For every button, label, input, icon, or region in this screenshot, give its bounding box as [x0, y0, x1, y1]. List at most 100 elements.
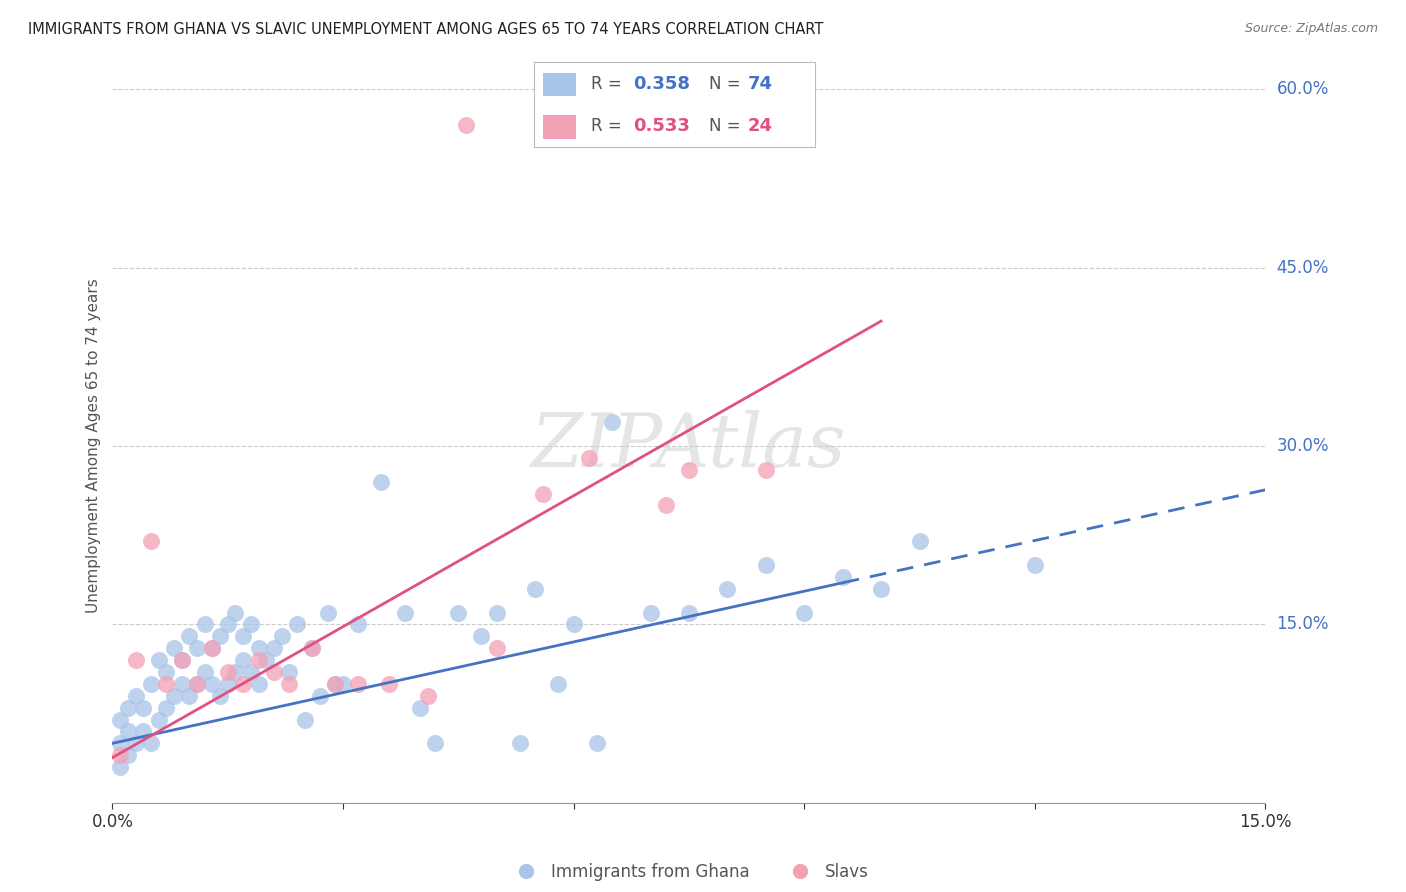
Point: [378, 677, 401, 691]
Point: [454, 118, 477, 132]
Text: 30.0%: 30.0%: [1277, 437, 1329, 455]
Point: [416, 689, 439, 703]
Point: [301, 641, 323, 656]
Text: IMMIGRANTS FROM GHANA VS SLAVIC UNEMPLOYMENT AMONG AGES 65 TO 74 YEARS CORRELATI: IMMIGRANTS FROM GHANA VS SLAVIC UNEMPLOY…: [28, 22, 824, 37]
Point: [155, 677, 177, 691]
Point: [201, 677, 224, 691]
Point: [239, 617, 262, 632]
Point: [870, 582, 893, 596]
Point: [254, 653, 277, 667]
Point: [148, 653, 170, 667]
Point: [209, 689, 232, 703]
Point: [278, 677, 301, 691]
Point: [655, 499, 678, 513]
Point: [155, 700, 177, 714]
Text: 60.0%: 60.0%: [1277, 80, 1329, 98]
Point: [108, 748, 131, 763]
Text: 0.358: 0.358: [633, 75, 690, 93]
Point: [1024, 558, 1046, 572]
Point: [524, 582, 547, 596]
Point: [117, 724, 139, 739]
Point: [332, 677, 354, 691]
Point: [108, 760, 131, 774]
Point: [316, 606, 339, 620]
Point: [301, 641, 323, 656]
Point: [485, 641, 508, 656]
Point: [132, 724, 155, 739]
Point: [148, 713, 170, 727]
Point: [194, 665, 217, 679]
Point: [132, 700, 155, 714]
Text: R =: R =: [591, 118, 621, 136]
Point: [908, 534, 931, 549]
Point: [447, 606, 470, 620]
Point: [124, 736, 146, 750]
Text: ZIPAtlas: ZIPAtlas: [531, 409, 846, 483]
Text: N =: N =: [709, 118, 740, 136]
Point: [485, 606, 508, 620]
Point: [186, 677, 208, 691]
Point: [600, 415, 623, 429]
Text: 24: 24: [748, 118, 773, 136]
Point: [201, 641, 224, 656]
Point: [124, 689, 146, 703]
Point: [194, 617, 217, 632]
Point: [678, 606, 700, 620]
Point: [409, 700, 432, 714]
Point: [232, 629, 254, 643]
Point: [179, 629, 201, 643]
Point: [224, 606, 246, 620]
Point: [285, 617, 308, 632]
Point: [716, 582, 738, 596]
Point: [139, 736, 162, 750]
Point: [209, 629, 232, 643]
Point: [640, 606, 662, 620]
Point: [562, 617, 585, 632]
Point: [170, 653, 193, 667]
Point: [217, 665, 239, 679]
Point: [186, 677, 208, 691]
Point: [755, 558, 778, 572]
Point: [425, 736, 447, 750]
Point: [124, 653, 146, 667]
Point: [793, 606, 815, 620]
Point: [139, 677, 162, 691]
Point: [224, 665, 246, 679]
Point: [247, 677, 270, 691]
Point: [263, 665, 285, 679]
Point: [755, 463, 778, 477]
Point: [232, 653, 254, 667]
Text: R =: R =: [591, 75, 621, 93]
Point: [163, 641, 186, 656]
Point: [139, 534, 162, 549]
Point: [217, 677, 239, 691]
Point: [186, 641, 208, 656]
Point: [270, 629, 292, 643]
Text: 0.533: 0.533: [633, 118, 689, 136]
Point: [247, 641, 270, 656]
Point: [117, 700, 139, 714]
Point: [155, 665, 177, 679]
Point: [170, 653, 193, 667]
Point: [325, 677, 347, 691]
Text: 74: 74: [748, 75, 773, 93]
Text: 45.0%: 45.0%: [1277, 259, 1329, 277]
Point: [163, 689, 186, 703]
Point: [831, 570, 853, 584]
Point: [170, 677, 193, 691]
Point: [394, 606, 416, 620]
Point: [347, 677, 370, 691]
Point: [678, 463, 700, 477]
FancyBboxPatch shape: [543, 115, 576, 139]
Point: [108, 713, 131, 727]
Point: [531, 486, 554, 500]
Point: [547, 677, 569, 691]
Text: N =: N =: [709, 75, 740, 93]
Point: [585, 736, 607, 750]
Point: [470, 629, 492, 643]
Point: [217, 617, 239, 632]
Point: [179, 689, 201, 703]
Point: [347, 617, 370, 632]
Legend: Immigrants from Ghana, Slavs: Immigrants from Ghana, Slavs: [503, 856, 875, 888]
Y-axis label: Unemployment Among Ages 65 to 74 years: Unemployment Among Ages 65 to 74 years: [86, 278, 101, 614]
